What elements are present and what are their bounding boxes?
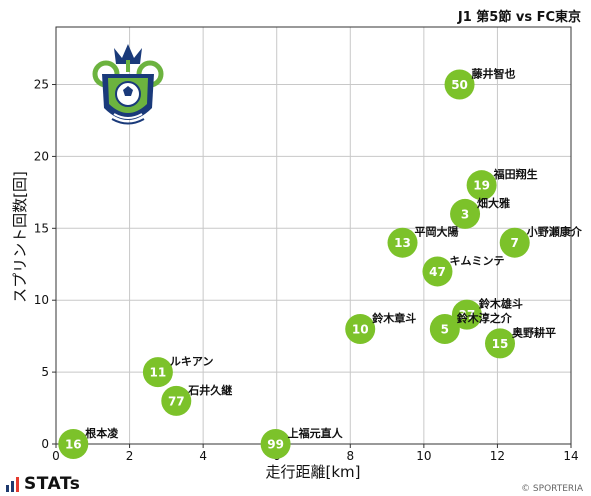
player-marker bbox=[444, 69, 475, 100]
player-marker bbox=[499, 227, 530, 258]
player-name-label: 福田翔生 bbox=[493, 167, 538, 181]
stats-logo: STATs bbox=[6, 474, 80, 494]
plot-frame bbox=[55, 26, 572, 445]
player-number: 11 bbox=[150, 366, 167, 380]
y-axis-label: スプリント回数[回] bbox=[11, 171, 29, 303]
stats-wordmark: STATs bbox=[24, 474, 81, 494]
player-marker bbox=[387, 227, 418, 258]
player-number: 77 bbox=[168, 394, 185, 408]
player-marker bbox=[422, 256, 453, 287]
y-tick-label: 15 bbox=[34, 221, 49, 235]
player-name-label: 奥野耕平 bbox=[511, 325, 556, 339]
x-tick-label: 14 bbox=[563, 449, 578, 463]
player-name-label: 鈴木雄斗 bbox=[479, 297, 523, 311]
x-tick-label: 2 bbox=[126, 449, 134, 463]
player-number: 16 bbox=[65, 438, 82, 452]
player-marker bbox=[58, 429, 89, 459]
x-tick-label: 0 bbox=[52, 449, 60, 463]
y-tick-label: 10 bbox=[34, 293, 49, 307]
player-name-label: 小野瀬康介 bbox=[526, 225, 583, 239]
shonan-bellmare-emblem-icon bbox=[92, 44, 164, 125]
player-number: 13 bbox=[394, 236, 411, 250]
player-name-label: 鈴木章斗 bbox=[372, 311, 416, 325]
player-number: 10 bbox=[352, 322, 369, 336]
player-marker bbox=[142, 357, 173, 388]
y-tick-label: 25 bbox=[34, 78, 49, 92]
player-marker bbox=[485, 328, 516, 359]
player-name-label: 藤井智也 bbox=[472, 67, 516, 81]
player-number: 3 bbox=[461, 207, 469, 221]
player-marker bbox=[345, 313, 376, 344]
player-name-label: 石井久継 bbox=[187, 383, 232, 397]
match-title: J1 第5節 vs FC東京 bbox=[457, 10, 581, 25]
copyright-credit: © SPORTERIA bbox=[521, 484, 583, 494]
player-number: 5 bbox=[441, 322, 449, 336]
x-tick-label: 10 bbox=[416, 449, 431, 463]
player-number: 50 bbox=[451, 78, 468, 92]
player-name-label: 畑大雅 bbox=[477, 196, 510, 210]
axis-ticks: 024681012140510152025 bbox=[34, 78, 579, 463]
player-marker bbox=[451, 299, 482, 330]
player-number: 19 bbox=[473, 179, 490, 193]
player-number: 7 bbox=[511, 236, 519, 250]
player-marker bbox=[466, 170, 497, 201]
player-name-label: 平岡大陽 bbox=[415, 225, 459, 239]
grid-lines bbox=[55, 27, 572, 445]
player-marker bbox=[260, 429, 291, 459]
player-point[interactable]: 50 藤井智也 bbox=[444, 67, 516, 100]
x-tick-label: 8 bbox=[346, 449, 354, 463]
player-point[interactable]: 7 小野瀬康介 bbox=[499, 225, 583, 258]
x-tick-label: 12 bbox=[490, 449, 505, 463]
player-number: 99 bbox=[267, 438, 284, 452]
x-tick-label: 4 bbox=[199, 449, 207, 463]
player-name-label: 根本凌 bbox=[85, 426, 119, 440]
x-axis-label: 走行距離[km] bbox=[265, 463, 360, 481]
y-tick-label: 20 bbox=[34, 149, 49, 163]
player-number: 37 bbox=[459, 308, 476, 322]
y-tick-label: 5 bbox=[41, 365, 49, 379]
player-number: 47 bbox=[429, 265, 446, 279]
player-name-label: ルキアン bbox=[170, 355, 214, 368]
player-name-label: 上福元直人 bbox=[288, 426, 344, 440]
player-name-label: キムミンテ bbox=[449, 254, 504, 267]
player-marker bbox=[450, 198, 481, 229]
y-tick-label: 0 bbox=[41, 437, 49, 451]
player-marker bbox=[429, 313, 460, 344]
player-point[interactable]: 3 畑大雅 bbox=[450, 196, 510, 229]
player-point[interactable]: 13 平岡大陽 bbox=[387, 225, 459, 258]
player-name-label: 鈴木淳之介 bbox=[457, 311, 513, 325]
player-point[interactable]: 99 上福元直人 bbox=[260, 426, 344, 459]
stats-bars-icon bbox=[6, 476, 19, 492]
player-point[interactable]: 5 鈴木淳之介 bbox=[429, 311, 513, 344]
player-marker bbox=[161, 385, 192, 416]
player-number: 15 bbox=[492, 337, 509, 351]
